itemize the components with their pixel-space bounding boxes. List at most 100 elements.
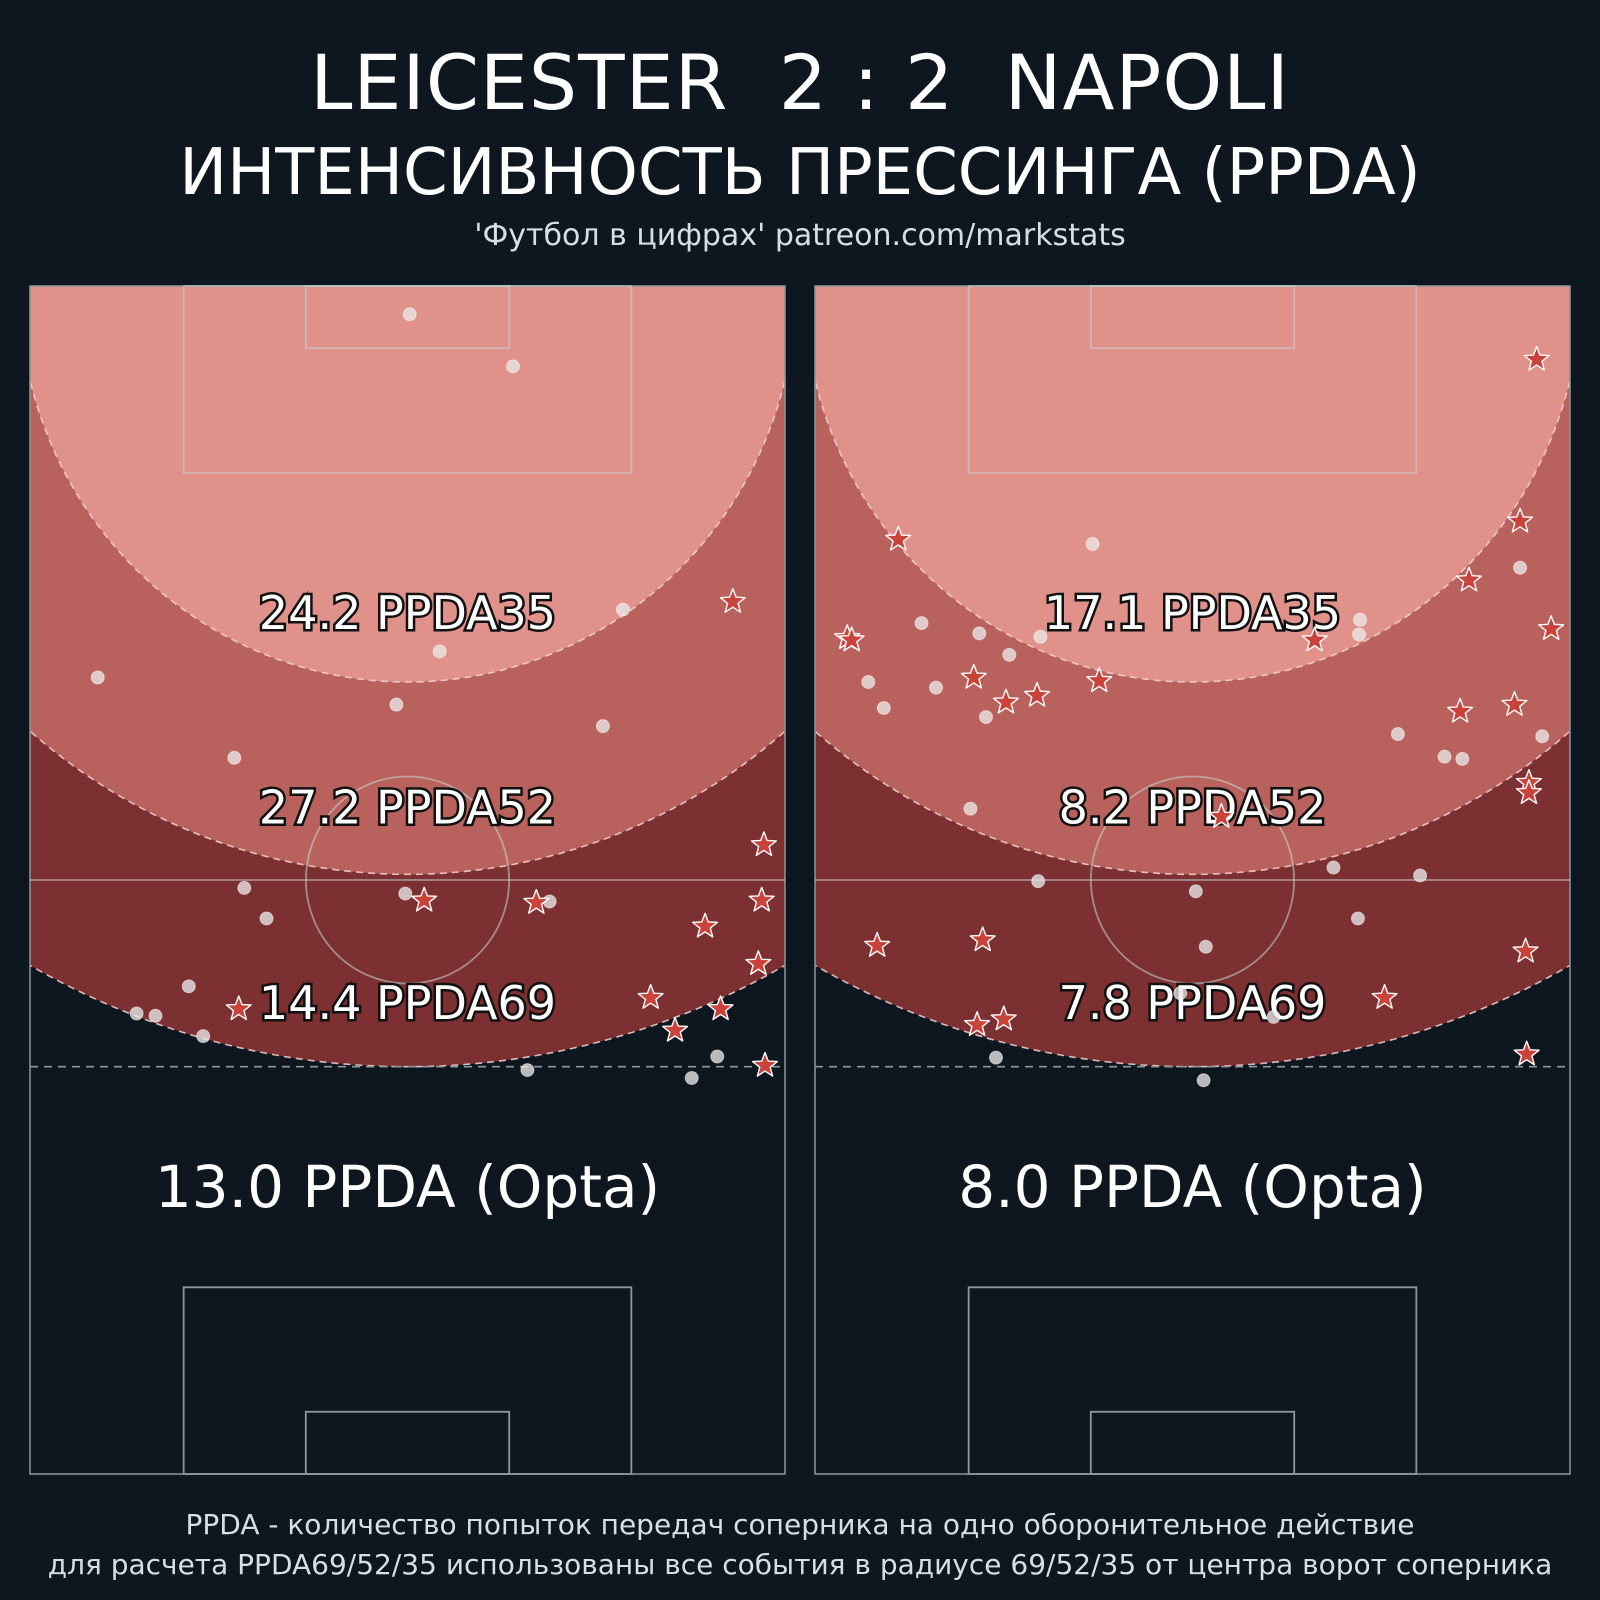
event-star	[662, 1016, 689, 1042]
event-dot	[237, 880, 252, 895]
label-ppda52: 27.2 PPDA52	[259, 780, 556, 834]
event-star	[1523, 345, 1550, 371]
event-dot	[914, 616, 929, 631]
footnote: PPDA - количество попыток передач соперн…	[0, 1505, 1600, 1585]
event-dot	[1033, 629, 1048, 644]
label-opta: 8.0 PPDA (Opta)	[958, 1153, 1426, 1221]
event-dot	[520, 1063, 535, 1078]
event-dot	[1353, 612, 1368, 627]
event-dot	[1350, 911, 1365, 926]
event-star	[885, 525, 912, 551]
six-yard-box-bottom	[304, 1410, 511, 1475]
event-star	[748, 886, 775, 912]
event-star	[992, 688, 1020, 714]
event-dot	[1002, 647, 1017, 662]
event-dot	[861, 675, 876, 689]
event-star	[719, 587, 746, 613]
event-star	[990, 1005, 1017, 1031]
event-dot	[402, 307, 417, 322]
event-dot	[259, 911, 274, 926]
label-opta: 13.0 PPDA (Opta)	[155, 1153, 660, 1221]
six-yard-box-bottom	[1089, 1410, 1296, 1475]
event-dot	[963, 801, 978, 816]
match-title: LEICESTER 2 : 2 NAPOLI	[310, 38, 1290, 127]
event-dot	[978, 710, 993, 725]
event-star	[1506, 507, 1534, 533]
event-dot	[1352, 627, 1367, 642]
event-dot	[1031, 874, 1046, 889]
event-star	[750, 831, 777, 857]
centre-circle	[1090, 775, 1295, 985]
event-star	[1086, 667, 1113, 693]
pitch-leicester: 24.2 PPDA35 27.2 PPDA52 14.4 PPDA69 13.0 PP…	[29, 285, 786, 1475]
label-ppda52: 8.2 PPDA52	[1059, 780, 1327, 834]
event-star	[969, 926, 996, 952]
event-dot	[1085, 536, 1100, 551]
event-dot	[876, 701, 891, 716]
press-zones	[815, 286, 1570, 1068]
event-dot	[1535, 729, 1550, 744]
event-star	[1513, 1040, 1540, 1066]
event-star	[1447, 697, 1474, 723]
label-ppda69: 7.8 PPDA69	[1059, 976, 1327, 1030]
event-star	[707, 995, 734, 1021]
event-star	[1208, 802, 1235, 828]
event-dot	[1198, 939, 1213, 954]
footnote-line-1: PPDA - количество попыток передач соперн…	[185, 1508, 1415, 1541]
event-dot	[148, 1008, 163, 1023]
event-dot	[972, 626, 987, 641]
pitch-napoli: 17.1 PPDA35 8.2 PPDA52 7.8 PPDA69 8.0 PPDA …	[814, 285, 1571, 1475]
event-dot	[90, 670, 105, 685]
zone-ppda35	[30, 286, 785, 683]
event-dot	[1513, 560, 1528, 575]
event-dot	[389, 697, 404, 712]
event-star	[745, 950, 772, 975]
event-dot	[595, 719, 610, 734]
event-dot	[1266, 1009, 1281, 1024]
event-star	[637, 983, 664, 1009]
event-dot	[181, 979, 196, 994]
label-ppda69: 14.4 PPDA69	[259, 976, 556, 1030]
event-star	[1371, 983, 1398, 1009]
event-dot	[227, 750, 242, 765]
event-dot	[129, 1006, 144, 1021]
event-star	[964, 1011, 991, 1037]
event-dot	[710, 1049, 725, 1064]
event-dot	[1413, 868, 1428, 883]
event-dot	[1188, 884, 1203, 899]
event-dot	[1326, 860, 1341, 875]
event-star	[1455, 566, 1483, 592]
event-dot	[432, 644, 447, 659]
event-dot	[398, 886, 413, 901]
centre-circle	[305, 775, 510, 985]
event-dot	[1455, 751, 1470, 766]
event-star	[411, 886, 438, 912]
event-dot	[1196, 1073, 1211, 1088]
event-star	[1515, 779, 1542, 805]
label-ppda35: 17.1 PPDA35	[1044, 586, 1341, 640]
event-star	[864, 931, 891, 957]
chart-title: ИНТЕНСИВНОСТЬ ПРЕССИНГА (PPDA)	[179, 136, 1421, 210]
event-dot	[1390, 727, 1405, 742]
event-dot	[505, 359, 520, 374]
event-dot	[615, 602, 630, 617]
footnote-line-2: для расчета PPDA69/52/35 использованы вс…	[47, 1548, 1553, 1581]
event-star	[751, 1051, 779, 1077]
event-star	[1501, 690, 1528, 716]
event-star	[1512, 937, 1539, 963]
event-dot	[196, 1029, 211, 1044]
event-star	[225, 995, 252, 1021]
event-star	[523, 888, 550, 914]
event-star	[838, 626, 865, 652]
label-ppda35: 24.2 PPDA35	[259, 586, 556, 640]
event-dot	[1173, 986, 1188, 1001]
event-star	[960, 663, 987, 689]
event-dot	[929, 680, 944, 695]
event-star	[1301, 626, 1328, 652]
event-dot	[684, 1071, 699, 1085]
zone-ppda35	[815, 286, 1570, 683]
credit-line: 'Футбол в цифрах' patreon.com/markstats	[474, 218, 1126, 253]
event-dot	[1437, 749, 1452, 764]
event-star	[692, 912, 719, 938]
